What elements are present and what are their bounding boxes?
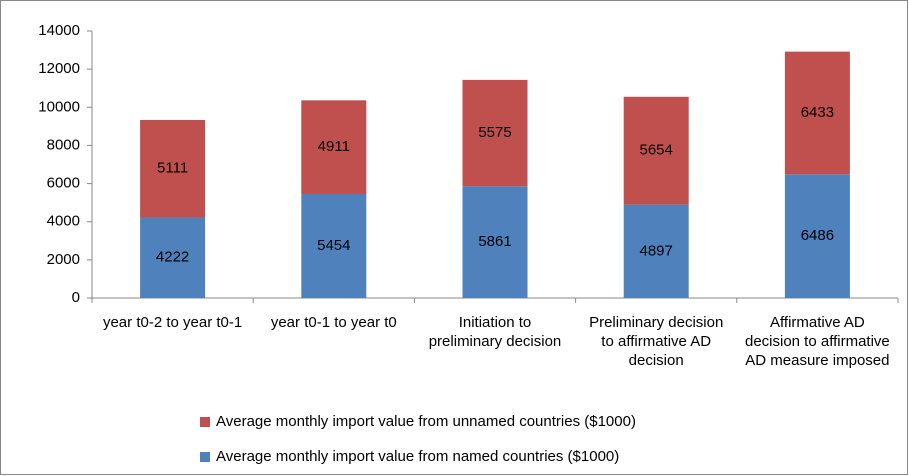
y-tick-label: 8000 bbox=[47, 136, 80, 153]
y-tick-label: 4000 bbox=[47, 213, 80, 230]
y-tick-label: 12000 bbox=[38, 60, 80, 77]
bar-segment bbox=[623, 96, 689, 205]
legend-swatch bbox=[200, 452, 210, 462]
data-label: 5454 bbox=[317, 237, 350, 254]
data-label: 5861 bbox=[478, 233, 511, 250]
data-label: 4222 bbox=[156, 249, 189, 266]
bar-segment bbox=[301, 100, 367, 194]
x-tick-label: year t0-2 to year t0-1 bbox=[102, 314, 243, 331]
x-tick-label: Initiation to preliminary decision bbox=[428, 314, 562, 350]
data-label: 4911 bbox=[318, 138, 350, 155]
legend-label: Average monthly import value from unname… bbox=[216, 413, 636, 430]
bar-segment bbox=[140, 120, 206, 218]
bar-segment bbox=[140, 217, 206, 298]
data-label: 5575 bbox=[478, 124, 511, 141]
data-label: 6433 bbox=[801, 104, 834, 121]
bar-segment bbox=[623, 204, 689, 298]
y-tick-label: 0 bbox=[72, 289, 80, 306]
y-tick-label: 6000 bbox=[47, 175, 80, 192]
bar-segment bbox=[462, 79, 528, 187]
x-tick-label: year t0-1 to year t0 bbox=[270, 314, 397, 331]
legend-swatch bbox=[200, 417, 210, 427]
x-tick-label: Affirmative AD decision to affirmative A… bbox=[744, 314, 890, 369]
data-label: 4897 bbox=[640, 242, 673, 259]
y-tick-label: 10000 bbox=[38, 98, 80, 115]
y-tick-label: 2000 bbox=[47, 251, 80, 268]
data-label: 5111 bbox=[157, 160, 188, 177]
y-tick-label: 14000 bbox=[38, 22, 80, 39]
legend-label: Average monthly import value from named … bbox=[216, 448, 619, 465]
bar-segment bbox=[462, 186, 528, 298]
bar-segment bbox=[784, 51, 850, 175]
data-label: 6486 bbox=[801, 227, 834, 244]
bar-segment bbox=[301, 193, 367, 298]
x-tick-label: Preliminary decision to affirmative AD d… bbox=[589, 314, 724, 369]
bar-segment bbox=[784, 174, 850, 298]
data-label: 5654 bbox=[640, 142, 673, 159]
